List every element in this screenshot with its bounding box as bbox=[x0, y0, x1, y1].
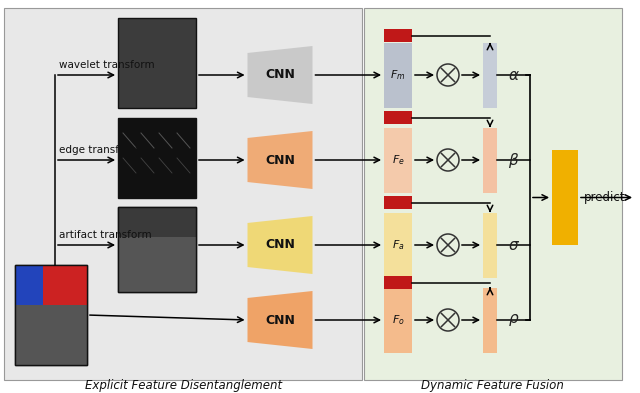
Bar bbox=[384, 127, 412, 193]
Text: predict: predict bbox=[584, 191, 625, 204]
Text: CNN: CNN bbox=[265, 314, 295, 327]
Bar bbox=[118, 18, 196, 108]
Text: $β$: $β$ bbox=[508, 151, 519, 169]
Text: CNN: CNN bbox=[265, 68, 295, 81]
Text: artifact transform: artifact transform bbox=[59, 230, 152, 240]
Text: Dynamic Feature Fusion: Dynamic Feature Fusion bbox=[420, 378, 563, 391]
Bar bbox=[118, 237, 196, 292]
Bar bbox=[15, 265, 87, 365]
Bar bbox=[483, 42, 497, 108]
Bar bbox=[384, 42, 412, 108]
Text: $F_m$: $F_m$ bbox=[390, 68, 406, 82]
Text: edge transform: edge transform bbox=[59, 145, 140, 155]
Polygon shape bbox=[248, 46, 312, 104]
Text: $α$: $α$ bbox=[508, 68, 520, 83]
Bar bbox=[384, 213, 412, 277]
Text: CNN: CNN bbox=[265, 239, 295, 252]
Text: $ρ$: $ρ$ bbox=[508, 312, 520, 328]
Text: $F_o$: $F_o$ bbox=[392, 313, 404, 327]
Bar bbox=[483, 213, 497, 277]
Bar bbox=[384, 29, 412, 42]
Bar bbox=[15, 305, 87, 365]
Bar bbox=[384, 196, 412, 209]
Bar bbox=[384, 276, 412, 289]
Polygon shape bbox=[248, 291, 312, 349]
Bar bbox=[118, 207, 196, 237]
Text: $σ$: $σ$ bbox=[508, 237, 520, 252]
Bar bbox=[384, 288, 412, 353]
Bar bbox=[384, 111, 412, 124]
Text: $F_e$: $F_e$ bbox=[392, 153, 404, 167]
Bar bbox=[483, 127, 497, 193]
Bar bbox=[118, 207, 196, 292]
Text: CNN: CNN bbox=[265, 154, 295, 167]
Polygon shape bbox=[248, 216, 312, 274]
Text: $F_a$: $F_a$ bbox=[392, 238, 404, 252]
Bar bbox=[15, 265, 43, 305]
Bar bbox=[4, 8, 362, 380]
Bar bbox=[483, 288, 497, 353]
Text: Explicit Feature Disentanglement: Explicit Feature Disentanglement bbox=[85, 378, 283, 391]
Bar bbox=[364, 8, 622, 380]
Text: wavelet transform: wavelet transform bbox=[59, 60, 155, 70]
Bar bbox=[552, 150, 578, 245]
Bar bbox=[118, 118, 196, 198]
Bar bbox=[15, 265, 87, 305]
Bar bbox=[118, 207, 196, 292]
Polygon shape bbox=[248, 131, 312, 189]
Bar bbox=[15, 265, 87, 365]
